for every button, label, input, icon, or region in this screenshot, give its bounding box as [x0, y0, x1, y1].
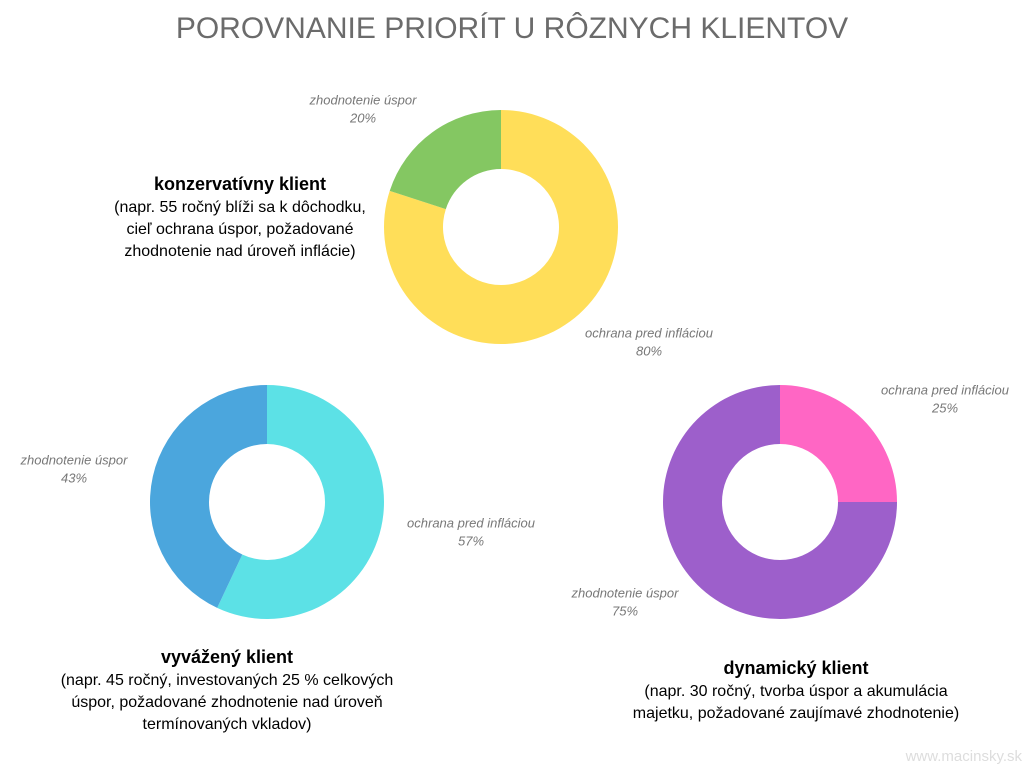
segment-value-label: 25% [931, 400, 958, 415]
donut-segment [217, 385, 384, 619]
client-description: (napr. 30 ročný, tvorba úspor a akumulác… [644, 683, 947, 700]
segment-value-label: 75% [612, 603, 638, 618]
segment-label: zhodnotenie úspor [571, 585, 680, 600]
segment-value-label: 57% [458, 533, 484, 548]
client-description: (napr. 45 ročný, investovaných 25 % celk… [61, 672, 394, 689]
segment-value-label: 20% [349, 110, 376, 125]
client-description: cieľ ochrana úspor, požadované [126, 221, 353, 238]
client-description: úspor, požadované zhodnotenie nad úroveň [71, 694, 382, 711]
donut-segment [389, 110, 501, 210]
segment-label: zhodnotenie úspor [309, 92, 418, 107]
segment-label: ochrana pred infláciou [881, 382, 1009, 397]
segment-label: ochrana pred infláciou [407, 515, 535, 530]
client-title: dynamický klient [723, 658, 868, 678]
donut-segment [384, 110, 619, 344]
segment-value-label: 43% [61, 470, 87, 485]
donut-segment [663, 385, 897, 619]
client-description: zhodnotenie nad úroveň inflácie) [124, 243, 355, 260]
client-description: (napr. 55 ročný blíži sa k dôchodku, [114, 199, 366, 216]
watermark: www.macinsky.sk [905, 748, 1023, 765]
segment-label: zhodnotenie úspor [20, 452, 129, 467]
donut-segment [780, 385, 897, 502]
segment-value-label: 80% [636, 343, 662, 358]
donut-segment [150, 385, 267, 608]
client-title: vyvážený klient [161, 647, 293, 667]
client-description: majetku, požadované zaujímavé zhodnoteni… [633, 705, 959, 722]
client-description: termínovaných vkladov) [143, 716, 312, 733]
segment-label: ochrana pred infláciou [585, 325, 713, 340]
page-title: POROVNANIE PRIORÍT U RÔZNYCH KLIENTOV [176, 11, 848, 45]
client-title: konzervatívny klient [154, 174, 326, 194]
